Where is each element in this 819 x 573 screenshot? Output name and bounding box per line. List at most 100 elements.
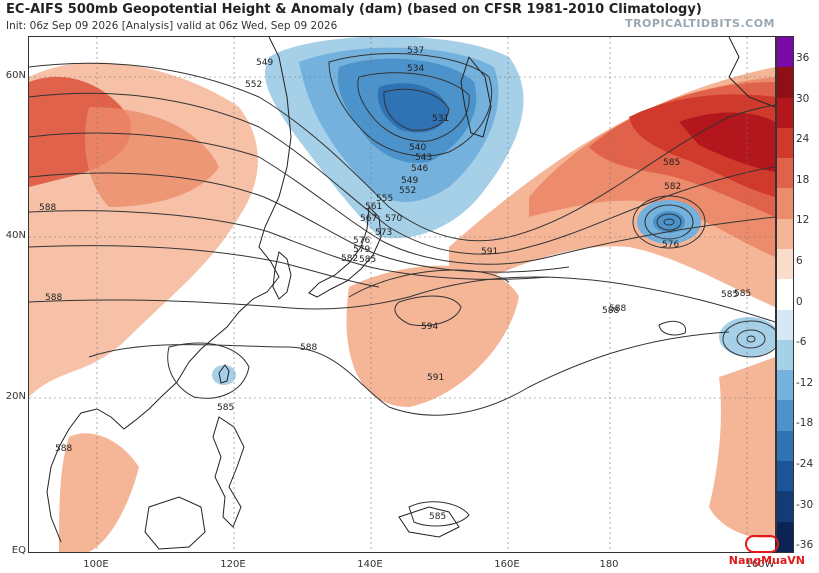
contour-label: 585 xyxy=(217,403,234,413)
contour-label: 588 xyxy=(45,293,62,303)
contour-label: 594 xyxy=(421,322,438,332)
lon-label-120e: 120E xyxy=(220,559,246,570)
contour-label: 579 xyxy=(353,245,370,255)
colorbar-segment xyxy=(777,309,793,340)
contour-label: 591 xyxy=(481,247,498,257)
lon-label-160e: 160E xyxy=(494,559,520,570)
contour-label: 582 xyxy=(341,254,358,264)
borneo-coast xyxy=(144,496,206,550)
contour-label: 546 xyxy=(411,164,428,174)
contour-line xyxy=(328,53,493,157)
colorbar-segment xyxy=(777,37,793,68)
contour-line xyxy=(167,342,250,399)
contour-label: 570 xyxy=(385,214,402,224)
contour-line xyxy=(383,88,450,131)
contour-label: 540 xyxy=(409,143,426,153)
contour-label: 585 xyxy=(721,290,738,300)
colorbar-tick-label: 12 xyxy=(796,214,810,227)
contour-label: 549 xyxy=(401,176,418,186)
colorbar-segment xyxy=(777,279,793,310)
colorbar-tick-label: 0 xyxy=(796,295,803,308)
colorbar-tick-label: 18 xyxy=(796,173,810,186)
lon-label-180: 180 xyxy=(599,559,619,570)
warm-anomaly-east-peak xyxy=(679,112,775,172)
lat-label-60n: 60N xyxy=(5,70,26,81)
colorbar-segment xyxy=(777,127,793,159)
contour-line xyxy=(29,276,775,323)
contour-label: 576 xyxy=(353,236,370,246)
colorbar-tick-label: 30 xyxy=(796,92,810,105)
japan-coast xyxy=(308,205,382,298)
contour-label: 552 xyxy=(399,186,416,196)
contour-label: 543 xyxy=(415,153,432,163)
contour-line xyxy=(29,210,550,280)
colorbar-tick-label: -12 xyxy=(796,376,814,389)
colorbar-segment xyxy=(777,97,793,128)
contour-line xyxy=(29,92,775,255)
contour-line xyxy=(29,245,380,288)
contour-label: 588 xyxy=(300,343,317,353)
anomaly-fields xyxy=(29,37,775,552)
contour-label: 585 xyxy=(359,255,376,265)
contour-line xyxy=(663,218,675,226)
newguinea-coast xyxy=(398,506,460,538)
colorbar-segment xyxy=(777,521,793,552)
contour-label: 573 xyxy=(375,228,392,238)
contour-label: 582 xyxy=(664,182,681,192)
contour-line xyxy=(348,269,510,298)
contour-line xyxy=(357,72,470,142)
lon-label-160w: 160W xyxy=(745,559,775,570)
contour-label: 588 xyxy=(39,203,56,213)
brand-label[interactable]: TROPICALTIDBITS.COM xyxy=(625,17,775,30)
map-title: EC-AIFS 500mb Geopotential Height & Anom… xyxy=(6,2,702,17)
colorbar-segment xyxy=(777,339,793,371)
contour-line xyxy=(408,501,470,527)
contour-label: 588 xyxy=(55,444,72,454)
contour-label: 549 xyxy=(256,58,273,68)
colorbar-tick-label: 6 xyxy=(796,255,803,267)
height-contours xyxy=(29,53,775,527)
contour-label: 531 xyxy=(432,114,449,124)
contour-line xyxy=(394,295,462,327)
contour-label: 585 xyxy=(734,289,751,299)
lat-label-40n: 40N xyxy=(5,230,26,241)
contour-label: 588 xyxy=(602,306,619,316)
lat-label-20n: 20N xyxy=(5,391,26,402)
contour-line xyxy=(29,62,775,242)
warm-anomaly-southeast xyxy=(709,357,775,538)
contour-label: 588 xyxy=(609,304,626,314)
colorbar-segment xyxy=(777,370,793,401)
contour-line xyxy=(29,132,775,265)
warm-anomaly-southwest xyxy=(59,433,139,552)
cold-anomaly-trough-center xyxy=(377,83,449,133)
colorbar-segment xyxy=(777,491,793,522)
lat-label-eq: EQ xyxy=(11,545,26,556)
warm-anomaly-west-band xyxy=(85,107,219,207)
contour-line xyxy=(632,195,706,249)
contour-line xyxy=(736,329,766,349)
kamchatka-coast xyxy=(460,55,492,138)
colorbar-tick-label: -18 xyxy=(796,417,814,430)
coastlines xyxy=(46,37,775,550)
contour-label: 561 xyxy=(365,202,382,212)
colorbar-tick-label: -24 xyxy=(796,458,814,470)
anomaly-colorbar xyxy=(776,36,794,553)
colorbar-segment xyxy=(777,400,793,431)
contour-line xyxy=(644,204,694,240)
contour-line xyxy=(29,172,570,273)
colorbar-tick-label: 36 xyxy=(796,52,810,64)
watermark: NangMuaVN xyxy=(728,554,805,567)
cloud-logo-icon xyxy=(745,535,779,553)
contour-label: 552 xyxy=(245,80,262,90)
colorbar-tick-label: -6 xyxy=(796,336,807,349)
contour-label: 567 xyxy=(360,214,377,224)
contour-label: 591 xyxy=(427,373,444,383)
taiwan-coast xyxy=(218,364,230,384)
colorbar-segment xyxy=(777,67,793,98)
contour-line xyxy=(656,213,682,231)
contour-label: 585 xyxy=(663,158,680,168)
colorbar-segment xyxy=(777,158,793,189)
asia-coast xyxy=(46,37,292,543)
